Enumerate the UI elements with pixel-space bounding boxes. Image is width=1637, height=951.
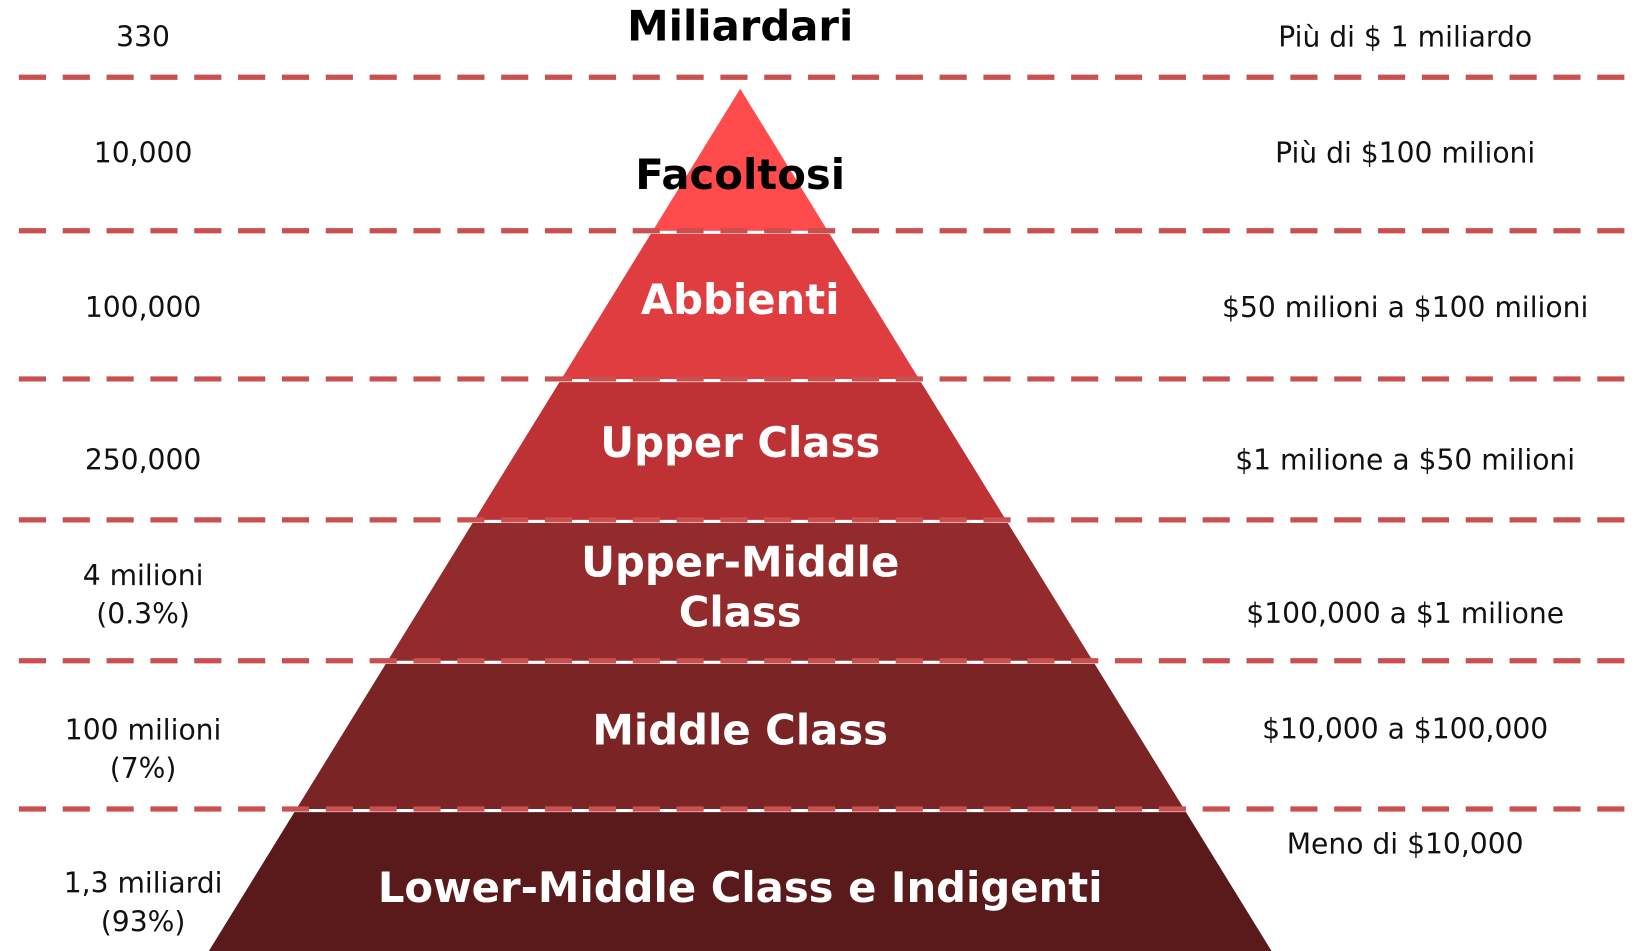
wealth-range: $10,000 a $100,000 [1262,713,1548,746]
pyramid-band [561,233,920,379]
wealth-range: Più di $100 milioni [1275,136,1535,169]
level-label: Abbienti [641,275,840,324]
population-count: 250,000 [85,443,201,476]
level-label: Lower-Middle Class e Indigenti [378,863,1103,912]
population-count: (0.3%) [96,597,190,630]
population-count: 10,000 [94,136,193,169]
population-count: 100 milioni [65,713,222,746]
pyramid-band [387,522,1093,661]
wealth-range: Più di $ 1 miliardo [1278,21,1532,54]
population-count: 4 milioni [83,559,204,592]
pyramid-band [652,88,828,231]
level-label: Facoltosi [635,150,845,199]
wealth-range: $1 milione a $50 milioni [1235,443,1575,476]
level-label: Class [679,587,802,636]
pyramid-band [474,382,1006,520]
population-count: (7%) [110,752,177,785]
level-label: Miliardari [627,2,853,51]
population-count: (93%) [101,905,186,938]
pyramid-band [208,812,1272,951]
population-count: 330 [116,21,170,54]
wealth-range: $100,000 a $1 milione [1246,597,1564,630]
level-label: Upper Class [600,418,880,467]
population-count: 100,000 [85,291,201,324]
level-label: Middle Class [592,705,888,754]
level-label: Upper-Middle [581,537,899,586]
wealth-range: $50 milioni a $100 milioni [1222,291,1588,324]
pyramid-band [296,663,1185,810]
wealth-range: Meno di $10,000 [1287,828,1524,861]
population-count: 1,3 miliardi [64,867,223,900]
